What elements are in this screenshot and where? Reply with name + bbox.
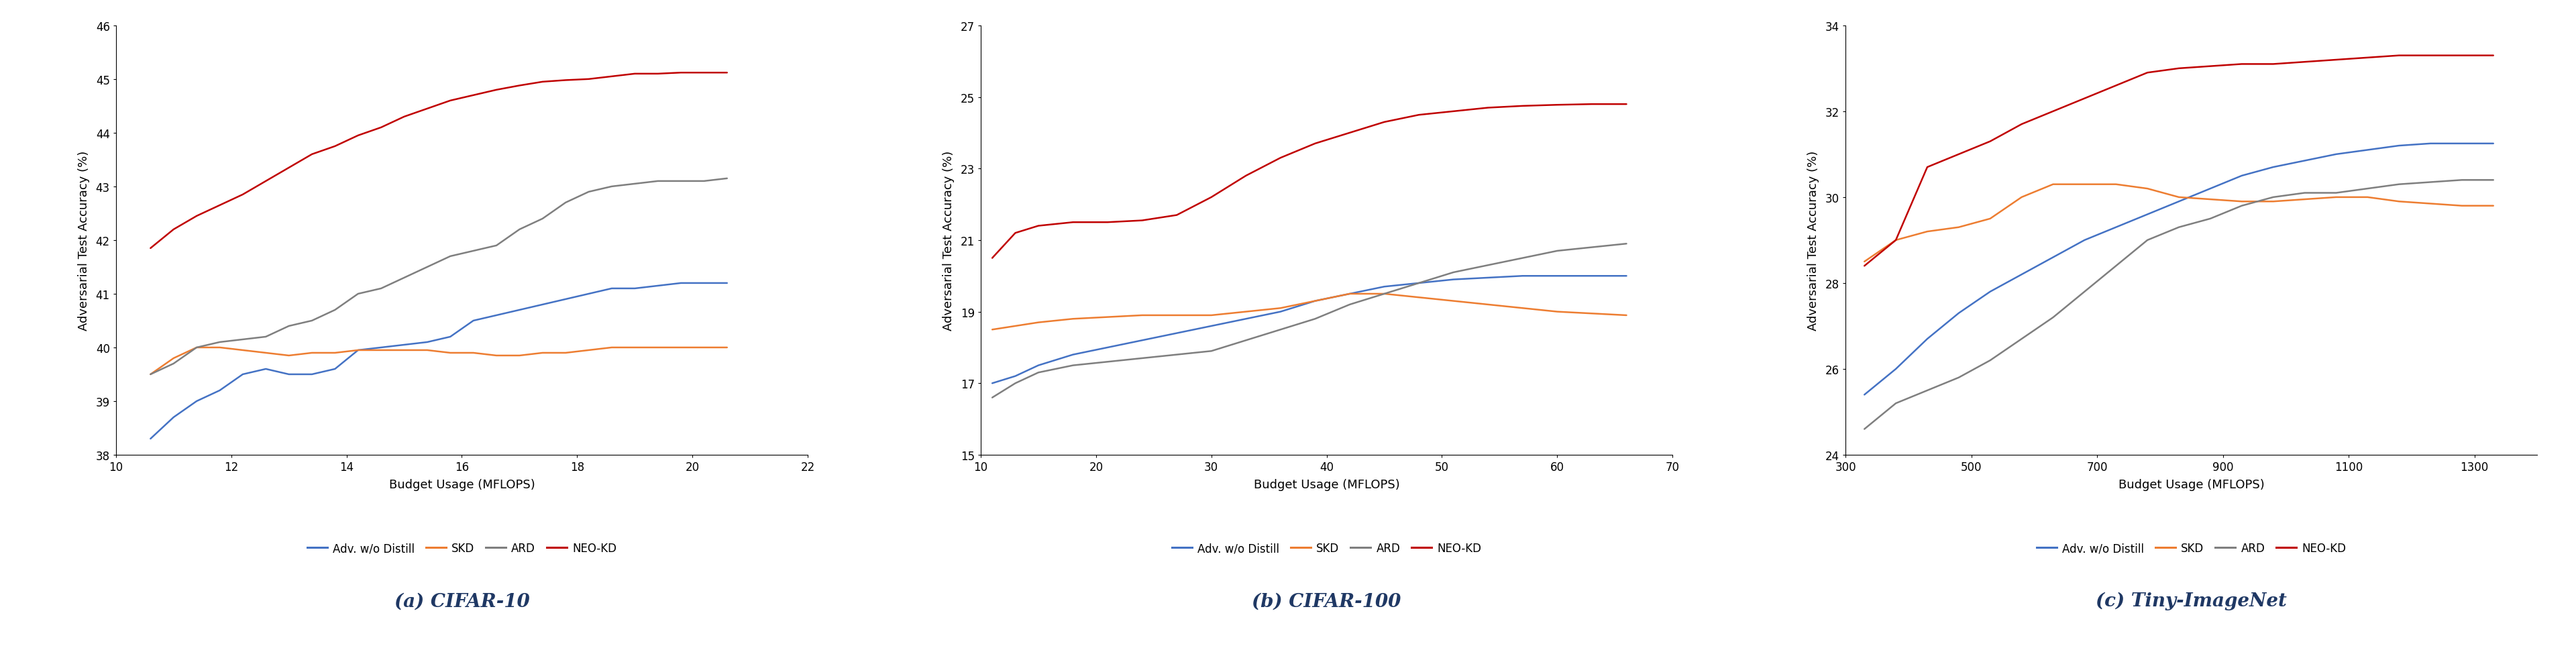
Legend: Adv. w/o Distill, SKD, ARD, NEO-KD: Adv. w/o Distill, SKD, ARD, NEO-KD (1167, 538, 1486, 559)
Text: (b) CIFAR-100: (b) CIFAR-100 (1252, 592, 1401, 610)
Legend: Adv. w/o Distill, SKD, ARD, NEO-KD: Adv. w/o Distill, SKD, ARD, NEO-KD (2032, 538, 2352, 559)
Legend: Adv. w/o Distill, SKD, ARD, NEO-KD: Adv. w/o Distill, SKD, ARD, NEO-KD (301, 538, 621, 559)
Y-axis label: Adversarial Test Accuracy (%): Adversarial Test Accuracy (%) (77, 151, 90, 330)
X-axis label: Budget Usage (MFLOPS): Budget Usage (MFLOPS) (2117, 478, 2264, 491)
X-axis label: Budget Usage (MFLOPS): Budget Usage (MFLOPS) (1255, 478, 1399, 491)
Text: (a) CIFAR-10: (a) CIFAR-10 (394, 592, 531, 610)
X-axis label: Budget Usage (MFLOPS): Budget Usage (MFLOPS) (389, 478, 536, 491)
Y-axis label: Adversarial Test Accuracy (%): Adversarial Test Accuracy (%) (943, 151, 956, 330)
Y-axis label: Adversarial Test Accuracy (%): Adversarial Test Accuracy (%) (1808, 151, 1819, 330)
Text: (c) Tiny-ImageNet: (c) Tiny-ImageNet (2097, 592, 2287, 610)
